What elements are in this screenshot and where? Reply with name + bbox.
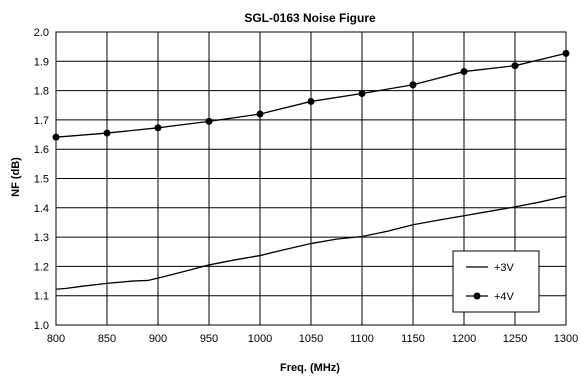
y-tick-label: 1.8 (34, 86, 49, 98)
x-tick-label: 1300 (554, 333, 578, 345)
data-point (511, 62, 519, 70)
y-tick-label: 1.9 (34, 56, 49, 68)
data-point (256, 110, 264, 118)
y-tick-label: 1.6 (34, 144, 49, 156)
series-3v (55, 195, 567, 290)
legend-label-4v: +4V (494, 291, 515, 303)
x-tick-label: 800 (47, 333, 65, 345)
legend-label-3v: +3V (494, 262, 515, 274)
x-tick-label: 1200 (452, 333, 476, 345)
x-tick-label: 900 (149, 333, 167, 345)
x-tick-label: 950 (200, 333, 218, 345)
data-point (358, 90, 366, 98)
x-tick-label: 1250 (503, 333, 527, 345)
x-tick-label: 850 (98, 333, 116, 345)
legend-box (452, 250, 540, 313)
y-tick-label: 1.4 (34, 203, 49, 215)
chart-title: SGL-0163 Noise Figure (244, 11, 376, 25)
x-tick-labels: 800 850 900 950 1000 1050 1100 1150 1200 1250 1300 (47, 333, 578, 345)
x-tick-label: 1000 (248, 333, 272, 345)
data-point (52, 133, 60, 141)
y-tick-label: 1.2 (34, 261, 49, 273)
data-point (409, 81, 417, 89)
y-axis-label: NF (dB) (10, 157, 22, 197)
y-tick-label: 1.0 (34, 320, 49, 332)
legend-marker-4v (473, 292, 481, 300)
plot-area-frame (55, 31, 567, 326)
x-tick-label: 1150 (401, 333, 425, 345)
y-tick-label: 1.5 (34, 174, 49, 186)
x-tick-label: 1100 (350, 333, 374, 345)
data-point (460, 68, 468, 76)
y-tick-label: 1.1 (34, 291, 49, 303)
data-point (562, 49, 570, 57)
series-line (55, 195, 567, 290)
data-point (307, 97, 315, 105)
x-tick-label: 1050 (299, 333, 323, 345)
legend: +3V +4V (452, 250, 540, 313)
x-axis-label: Freq. (MHz) (280, 362, 340, 374)
y-tick-label: 1.7 (34, 115, 49, 127)
data-series (52, 49, 570, 290)
data-point (103, 129, 111, 137)
y-tick-label: 1.3 (34, 232, 49, 244)
y-tick-label: 2.0 (34, 27, 49, 39)
y-tick-labels: 1.0 1.1 1.2 1.3 1.4 1.5 1.6 1.7 1.8 1.9 2.0 (34, 27, 49, 332)
series-4v (52, 49, 570, 141)
data-point (205, 117, 213, 125)
data-point (154, 124, 162, 132)
